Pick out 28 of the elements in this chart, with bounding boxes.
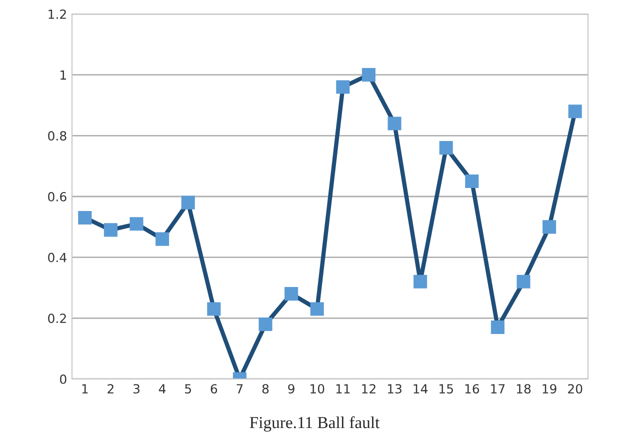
x-tick-label: 9: [288, 384, 294, 394]
x-tick-label: 5: [185, 384, 191, 394]
x-tick-label: 11: [336, 384, 350, 394]
y-tick-label: 1.2: [48, 9, 66, 19]
x-tick-label: 6: [210, 384, 218, 394]
x-tick-label: 14: [414, 384, 428, 394]
x-tick-label: 18: [516, 384, 531, 394]
x-tick-label: 10: [310, 384, 324, 394]
x-tick-label: 4: [158, 384, 166, 394]
y-tick-label: 1: [60, 70, 66, 80]
x-tick-label: 13: [388, 384, 402, 394]
x-tick-label: 2: [108, 384, 114, 394]
y-tick-label: 0.2: [48, 314, 66, 324]
x-tick-label: 7: [236, 384, 243, 394]
y-tick-label: 0.6: [48, 192, 66, 202]
y-tick-label: 0.8: [48, 131, 66, 141]
x-tick-label: 17: [491, 384, 505, 394]
x-tick-label: 3: [133, 384, 140, 394]
x-tick-label: 8: [262, 384, 269, 394]
y-tick-label: 0.4: [48, 252, 66, 262]
text: Figure.11 Ball fault: [250, 416, 380, 432]
x-tick-label: 12: [362, 384, 376, 394]
x-tick-label: 15: [440, 384, 453, 394]
y-tick-label: 0: [60, 374, 66, 384]
x-tick-label: 16: [465, 384, 480, 394]
x-tick-label: 1: [82, 384, 88, 394]
x-tick-label: 19: [542, 384, 556, 394]
x-tick-label: 20: [568, 384, 582, 394]
